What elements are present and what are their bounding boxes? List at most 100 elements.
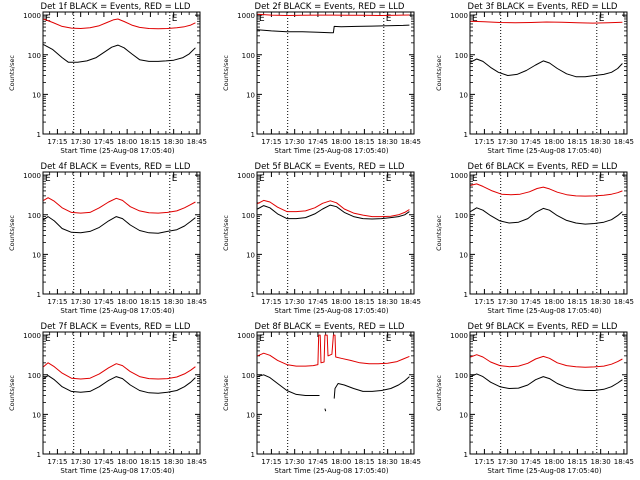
y-tick-label: 10 (32, 251, 41, 259)
detector-panel-6: Det 6f BLACK = Events, RED = LLD 1 10 100 10… (435, 162, 634, 315)
y-axis-title: Counts/sec (222, 55, 230, 91)
x-tick-label: 17:15 (261, 458, 281, 466)
x-tick-label: 17:30 (71, 458, 91, 466)
x-tick-label: 17:45 (94, 138, 114, 146)
series-line-lld (257, 13, 410, 16)
panel-title: Det 4f BLACK = Events, RED = LLD (41, 162, 191, 172)
x-tick-label: 18:45 (187, 138, 207, 146)
event-marker-label: E (599, 174, 605, 184)
x-tick-label: 17:30 (71, 138, 91, 146)
y-tick-label: 10 (246, 91, 255, 99)
x-tick-label: 18:00 (544, 138, 564, 146)
x-axis-title: Start Time (25-Aug-08 17:05:40) (487, 307, 601, 315)
x-tick-label: 17:45 (308, 298, 328, 306)
x-tick-label: 18:30 (591, 458, 611, 466)
y-tick-label: 1000 (23, 332, 41, 340)
x-tick-label: 18:00 (117, 458, 137, 466)
x-tick-label: 17:45 (94, 298, 114, 306)
x-tick-label: 17:15 (474, 458, 494, 466)
x-tick-label: 18:15 (140, 298, 160, 306)
x-tick-label: 18:45 (401, 458, 421, 466)
event-marker-label: E (259, 174, 265, 184)
panel-title: Det 1f BLACK = Events, RED = LLD (41, 2, 191, 12)
plot-frame (42, 171, 201, 295)
y-tick-label: 1 (464, 451, 468, 459)
event-marker-label: E (472, 174, 478, 184)
series-line-events (470, 373, 623, 391)
x-tick-label: 18:30 (164, 458, 184, 466)
series-line-lld (43, 362, 196, 380)
event-marker-label: E (599, 14, 605, 24)
plot-frame (256, 331, 415, 455)
y-tick-label: 10 (32, 411, 41, 419)
y-tick-label: 100 (455, 212, 468, 220)
y-tick-label: 1 (464, 131, 468, 139)
y-tick-label: 10 (459, 251, 468, 259)
panel-title: Det 8f BLACK = Events, RED = LLD (255, 322, 405, 332)
plot-frame (42, 331, 201, 455)
plot-frame (469, 171, 628, 295)
panel-title: Det 9f BLACK = Events, RED = LLD (468, 322, 618, 332)
event-marker-label: E (259, 334, 265, 344)
series-line-lld (470, 20, 623, 24)
series-line-events (257, 24, 410, 34)
y-tick-label: 100 (242, 212, 255, 220)
y-tick-label: 1 (37, 291, 41, 299)
x-tick-label: 17:15 (47, 138, 67, 146)
x-tick-label: 18:45 (614, 298, 634, 306)
series-line-lld (470, 354, 623, 368)
detector-panel-7: Det 7f BLACK = Events, RED = LLD 1 10 100 10… (8, 322, 207, 475)
x-axis-title: Start Time (25-Aug-08 17:05:40) (487, 147, 601, 155)
x-tick-label: 18:45 (401, 298, 421, 306)
y-tick-label: 100 (455, 52, 468, 60)
y-tick-label: 1000 (450, 12, 468, 20)
panel-title: Det 7f BLACK = Events, RED = LLD (41, 322, 191, 332)
x-axis-title: Start Time (25-Aug-08 17:05:40) (60, 147, 174, 155)
y-axis-title: Counts/sec (8, 215, 16, 251)
x-tick-label: 18:30 (378, 138, 398, 146)
x-tick-label: 18:30 (591, 138, 611, 146)
y-axis-title: Counts/sec (435, 55, 443, 91)
detector-panel-9: Det 9f BLACK = Events, RED = LLD 1 10 100 10… (435, 322, 634, 475)
event-marker-label: E (45, 334, 51, 344)
panel-title: Det 5f BLACK = Events, RED = LLD (255, 162, 405, 172)
y-tick-label: 1 (251, 451, 255, 459)
series-line-lld (257, 334, 410, 367)
event-marker-label: E (386, 14, 392, 24)
x-tick-label: 18:15 (140, 138, 160, 146)
y-tick-label: 100 (242, 52, 255, 60)
plot-frame (469, 11, 628, 135)
detector-panel-2: Det 2f BLACK = Events, RED = LLD 1 10 100 10… (222, 2, 421, 155)
y-axis-title: Counts/sec (8, 375, 16, 411)
x-tick-label: 18:00 (331, 138, 351, 146)
y-axis-title: Counts/sec (435, 375, 443, 411)
panel-title: Det 6f BLACK = Events, RED = LLD (468, 162, 618, 172)
x-tick-label: 18:15 (354, 138, 374, 146)
x-tick-label: 17:30 (285, 458, 305, 466)
y-tick-label: 10 (459, 91, 468, 99)
x-tick-label: 17:45 (521, 458, 541, 466)
event-marker-label: E (172, 334, 178, 344)
plot-frame (42, 11, 201, 135)
y-tick-label: 10 (246, 411, 255, 419)
x-tick-label: 18:00 (331, 458, 351, 466)
detector-panel-1: Det 1f BLACK = Events, RED = LLD 1 10 100 10… (8, 2, 207, 155)
x-tick-label: 17:15 (47, 298, 67, 306)
x-tick-label: 18:30 (591, 298, 611, 306)
event-marker-label: E (472, 14, 478, 24)
x-tick-label: 18:30 (164, 138, 184, 146)
y-tick-label: 1000 (450, 172, 468, 180)
x-axis-title: Start Time (25-Aug-08 17:05:40) (274, 307, 388, 315)
event-marker-label: E (386, 334, 392, 344)
series-line-events (43, 216, 196, 234)
x-tick-label: 17:30 (498, 458, 518, 466)
x-tick-label: 17:45 (308, 458, 328, 466)
y-tick-label: 100 (28, 52, 41, 60)
y-tick-label: 1 (251, 291, 255, 299)
series-line-lld (257, 199, 410, 218)
x-tick-label: 17:15 (474, 138, 494, 146)
y-tick-label: 1000 (23, 172, 41, 180)
x-tick-label: 18:45 (187, 458, 207, 466)
y-tick-label: 100 (28, 372, 41, 380)
